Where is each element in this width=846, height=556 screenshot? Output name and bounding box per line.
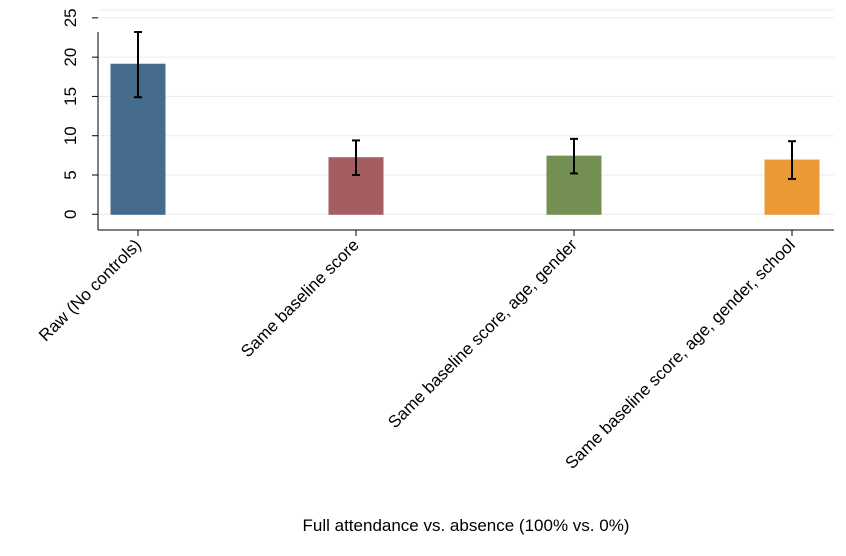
grid-layer	[98, 9, 834, 215]
y-tick-label: 25	[61, 8, 80, 27]
y-tick-label: 5	[61, 170, 80, 179]
bars-layer	[110, 63, 820, 215]
error-bars-layer	[134, 31, 796, 180]
x-tick-label: Same baseline score, age, gender, school	[562, 235, 799, 472]
y-tick-label: 20	[61, 48, 80, 67]
y-tick-label: 0	[61, 210, 80, 219]
x-tick-label: Raw (No controls)	[35, 235, 145, 345]
y-tick-label: 15	[61, 87, 80, 106]
x-tick-label: Same baseline score, age, gender	[384, 235, 581, 432]
x-tick-label: Same baseline score	[237, 235, 363, 361]
x-axis-title: Full attendance vs. absence (100% vs. 0%…	[303, 516, 630, 535]
y-tick-label: 10	[61, 126, 80, 145]
